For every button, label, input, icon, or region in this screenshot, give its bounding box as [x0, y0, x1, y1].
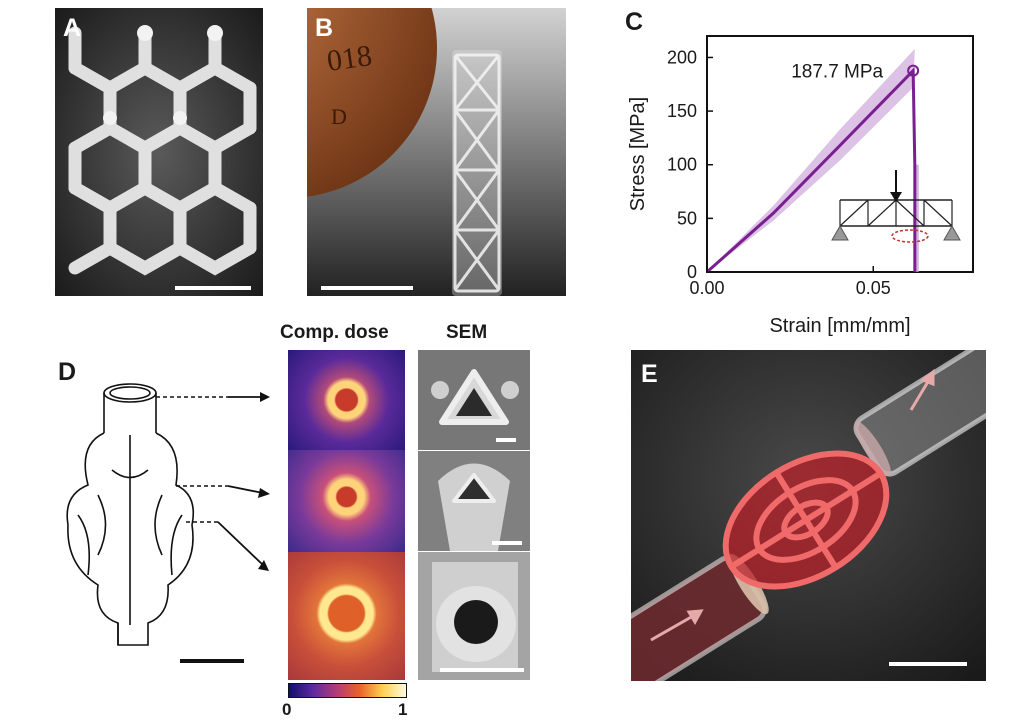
x-tick-label: 0.05 [856, 278, 891, 298]
y-tick-label: 100 [667, 155, 697, 175]
y-tick-label: 50 [677, 208, 697, 228]
y-tick-label: 150 [667, 101, 697, 121]
stress-strain-chart: 0.00 0.05 0 50 100 150 200 187.7 MPa Strain [m… [627, 35, 974, 337]
coin-mint-mark: D [331, 104, 347, 129]
panel-b-scalebar [321, 286, 413, 290]
colorbar-max-label: 1 [398, 700, 408, 719]
y-tick-label: 0 [687, 262, 697, 282]
dose-colorbar [288, 683, 407, 698]
plot-frame [706, 35, 974, 273]
perfused-stent-illustration [631, 350, 986, 681]
sem-image-middle [418, 451, 530, 551]
coin-and-lattice-illustration [307, 8, 566, 296]
peak-marker [907, 64, 920, 77]
stress-strain-line [706, 67, 917, 274]
penny-coin [307, 8, 437, 197]
sem-middle-scalebar [492, 541, 522, 545]
sem-bottom-scalebar [440, 668, 524, 672]
red-stent [722, 450, 890, 590]
y-axis-label: Stress [MPa] [627, 97, 649, 211]
panel-a-scalebar [175, 286, 251, 290]
panel-a-letter: A [63, 14, 82, 42]
panel-e-scalebar [889, 662, 967, 666]
sem-column-heading: SEM [446, 322, 488, 343]
panel-d-letter: D [58, 358, 77, 386]
coin-engraved-year: 018 [324, 39, 375, 78]
dose-map-middle [288, 450, 405, 552]
dose-column-heading: Comp. dose [280, 322, 389, 343]
x-tick-label: 0.00 [689, 278, 724, 298]
sem-image-bottom [418, 552, 530, 680]
panel-b-letter: B [315, 14, 334, 42]
y-tick-label: 200 [667, 47, 697, 67]
panel-e-letter: E [641, 360, 658, 388]
x-axis-label: Strain [mm/mm] [769, 315, 910, 337]
colorbar-min-label: 0 [282, 700, 292, 719]
panel-b-photo: 018 D B [307, 8, 566, 296]
sem-top-scalebar [496, 438, 516, 442]
peak-annotation-label: 187.7 MPa [791, 62, 883, 83]
three-point-bend-schematic [831, 170, 961, 243]
stent-line-drawing [66, 383, 270, 646]
dose-map-bottom [288, 552, 405, 680]
clear-lattice-column [452, 50, 502, 296]
dose-map-top [288, 350, 405, 450]
lattice-illustration [55, 8, 263, 296]
panel-e-photo: E [631, 350, 986, 681]
sem-image-top [418, 350, 530, 450]
panel-a-photo: A [55, 8, 263, 296]
panel-d-scalebar [180, 659, 244, 663]
panel-c-letter: C [625, 8, 644, 36]
